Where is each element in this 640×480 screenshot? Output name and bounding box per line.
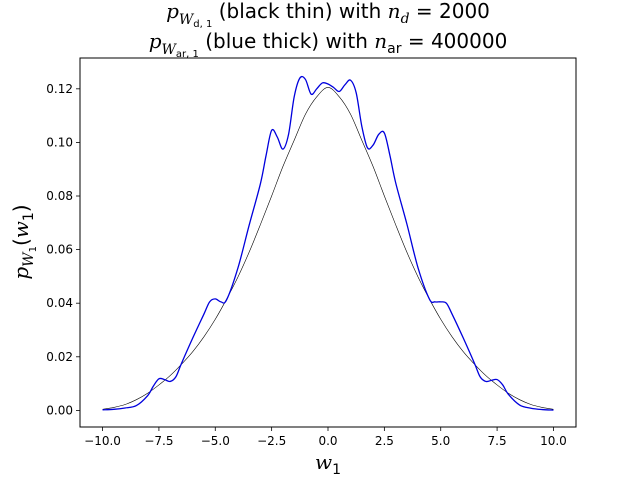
x-tick-label: 0.0 — [318, 434, 337, 448]
y-axis-label: pW1(w1) — [9, 204, 39, 279]
y-tick-label: 0.04 — [46, 296, 73, 310]
x-tick-label: −10.0 — [84, 434, 121, 448]
chart-title-line-2: pWar, 1 (blue thick) with nar = 400000 — [149, 29, 508, 60]
x-tick-label: 7.5 — [488, 434, 507, 448]
y-tick-label: 0.02 — [46, 350, 73, 364]
series-line-blue-thick — [102, 75, 554, 411]
series-line-black-thin — [102, 87, 554, 410]
x-tick-label: −7.5 — [144, 434, 173, 448]
x-axis: −10.0 −7.5 −5.0 −2.5 0.0 2.5 5.0 7.5 10.0 — [84, 427, 567, 448]
x-axis-label: w1 — [315, 450, 341, 478]
y-tick-label: 0.12 — [46, 82, 73, 96]
x-tick-label: 2.5 — [375, 434, 394, 448]
x-tick-label: −2.5 — [257, 434, 286, 448]
y-tick-label: 0.00 — [46, 403, 73, 417]
x-tick-label: 5.0 — [431, 434, 450, 448]
chart-title-line-1: pWd, 1 (black thin) with nd = 2000 — [166, 0, 490, 30]
x-tick-label: −5.0 — [201, 434, 230, 448]
y-tick-label: 0.10 — [46, 135, 73, 149]
y-tick-label: 0.06 — [46, 243, 73, 257]
y-tick-label: 0.08 — [46, 189, 73, 203]
series-layer — [102, 75, 554, 411]
x-tick-label: 10.0 — [540, 434, 567, 448]
y-axis: 0.00 0.02 0.04 0.06 0.08 0.10 0.12 — [46, 82, 80, 417]
